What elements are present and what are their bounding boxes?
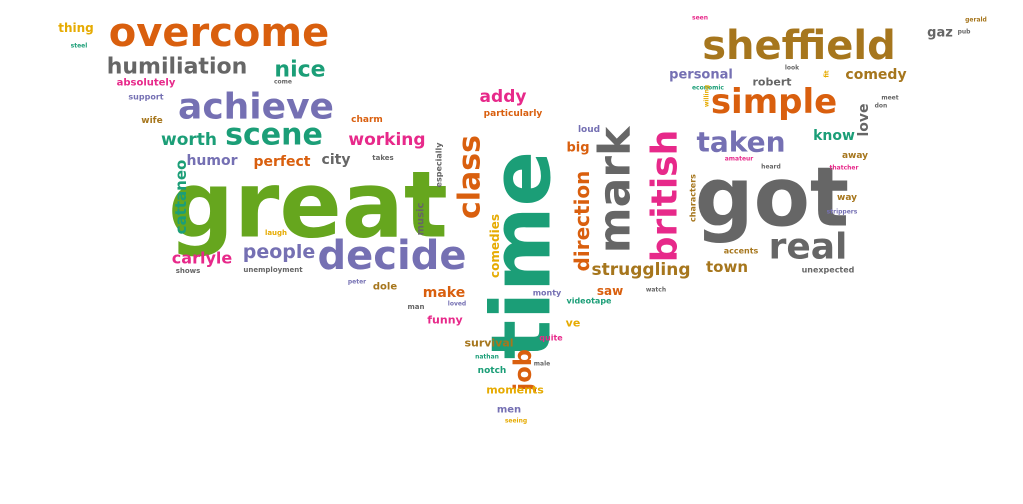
word-perfect: perfect [254,154,311,170]
word-carlyle: carlyle [172,249,233,268]
word-struggling: struggling [592,260,691,280]
word-gerald: gerald [965,17,987,24]
word-loud: loud [578,125,600,135]
word-seeing: seeing [505,418,527,425]
word-men: men [497,405,521,416]
word-real: real [769,227,848,268]
word-sheffield: sheffield [702,23,896,69]
word-working: working [348,130,425,150]
word-achieve: achieve [178,87,334,128]
word-seen: seen [692,15,708,22]
word-job: job [509,349,537,392]
word-town: town [706,258,748,276]
word-especially: especially [435,142,444,188]
word-taken: taken [696,126,785,159]
word-away: away [842,151,868,161]
word-mark: mark [590,125,641,253]
word-fit: fit [824,70,831,77]
word-scene: scene [225,118,323,153]
word-particularly: particularly [484,109,543,119]
word-way: way [837,193,857,203]
word-direction: direction [570,171,594,272]
word-accents: accents [724,247,759,256]
word-class: class [453,135,488,219]
word-decide: decide [318,233,467,279]
word-humor: humor [186,153,237,169]
word-videotape: videotape [567,297,613,306]
word-meet: meet [881,95,898,102]
word-comedy: comedy [845,67,906,83]
word-characters: characters [689,174,698,222]
word-come: come [274,79,292,86]
word-funny: funny [427,314,462,327]
word-loved: loved [448,301,466,308]
word-willing: willing [704,85,711,107]
word-know: know [813,128,855,144]
word-wife: wife [141,116,162,126]
word-great: great [168,152,448,259]
word-people: people [243,241,316,263]
word-quite: quite [539,334,563,343]
word-nathan: nathan [475,354,499,361]
word-robert: robert [753,76,792,89]
word-laugh: laugh [265,229,287,237]
word-cattaneo: cattaneo [172,160,190,235]
word-steel: steel [71,43,88,50]
word-humiliation: humiliation [107,55,248,80]
word-worth: worth [161,130,217,150]
word-addy: addy [480,87,527,107]
word-city: city [322,152,351,168]
word-man: man [407,303,424,311]
word-thing: thing [58,21,94,35]
word-economic: economic [692,85,724,92]
word-unexpected: unexpected [802,266,855,275]
word-charm: charm [351,115,383,125]
word-nice: nice [274,58,325,83]
word-british: british [645,130,686,262]
word-personal: personal [669,68,733,83]
word-takes: takes [372,154,393,162]
word-overcome: overcome [109,10,329,56]
word-heard: heard [761,164,781,171]
word-moments: moments [486,384,544,397]
word-pub: pub [958,29,972,36]
word-got: got [695,151,849,246]
word-strippers: strippers [827,209,858,216]
word-ve: ve [566,317,581,330]
word-simple: simple [711,82,837,122]
word-male: male [534,361,550,368]
word-thatcher: thatcher [830,165,859,172]
word-comedies: comedies [488,214,502,278]
word-music: music [416,203,427,236]
word-big: big [566,141,589,156]
word-love: love [856,103,872,136]
word-gaz: gaz [927,26,953,41]
word-dole: dole [373,282,397,293]
word-saw: saw [597,284,623,298]
word-support: support [128,93,163,102]
word-monty: monty [533,289,562,298]
word-unemployment: unemployment [243,266,303,274]
word-shows: shows [176,267,201,275]
word-absolutely: absolutely [117,78,176,89]
word-peter: peter [348,279,366,286]
word-look: look [785,65,800,72]
word-cloud-words: great time got overcome sheffield achieve simp… [58,10,987,425]
word-make: make [423,285,465,301]
word-don: don [875,103,888,110]
word-watch: watch [646,287,666,294]
word-survival: survival [464,337,513,350]
word-time: time [475,151,570,359]
word-amateur: amateur [725,156,754,163]
word-notch: notch [478,366,507,376]
